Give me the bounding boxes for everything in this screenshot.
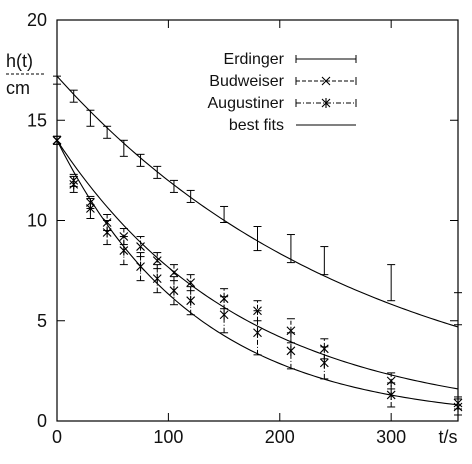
x-tick-label: 200 xyxy=(265,427,295,447)
augustiner-marker xyxy=(169,285,179,296)
augustiner-marker xyxy=(119,245,129,256)
y-axis-label-numerator: h(t) xyxy=(6,51,33,71)
augustiner-marker xyxy=(286,345,296,356)
augustiner-marker xyxy=(186,295,196,306)
fit-curve-0 xyxy=(56,75,459,328)
budweiser-marker xyxy=(169,268,179,278)
y-axis-label-denominator: cm xyxy=(6,78,30,98)
augustiner-marker xyxy=(136,261,145,272)
augustiner-marker xyxy=(102,227,112,238)
budweiser-marker xyxy=(386,376,396,386)
y-tick-label: 0 xyxy=(37,411,47,431)
augustiner-marker xyxy=(386,389,396,400)
budweiser-marker xyxy=(152,256,162,265)
x-tick-label: 300 xyxy=(376,427,406,447)
budweiser-marker xyxy=(186,278,196,288)
legend-label-budweiser: Budweiser xyxy=(209,73,284,90)
x-axis-label: t/s xyxy=(438,427,457,447)
x-tick-label: 0 xyxy=(52,427,62,447)
y-tick-label: 20 xyxy=(27,10,47,30)
legend-marker-budweiser xyxy=(321,76,331,86)
augustiner-marker xyxy=(453,401,463,412)
augustiner-marker xyxy=(319,357,329,368)
augustiner-marker xyxy=(69,179,79,190)
legend-label-best-fits: best fits xyxy=(229,117,284,134)
augustiner-marker xyxy=(152,273,162,284)
augustiner-marker xyxy=(219,309,229,320)
budweiser-marker xyxy=(286,326,296,336)
augustiner-marker xyxy=(52,135,62,146)
legend-marker-augustiner xyxy=(321,98,331,108)
augustiner-marker xyxy=(253,327,262,338)
y-tick-label: 10 xyxy=(27,211,47,231)
y-tick-label: 15 xyxy=(27,110,47,130)
x-tick-label: 100 xyxy=(153,427,183,447)
y-tick-label: 5 xyxy=(37,311,47,331)
augustiner-marker xyxy=(86,203,95,214)
budweiser-marker xyxy=(136,242,145,251)
legend-label-erdinger: Erdinger xyxy=(224,51,285,68)
legend-label-augustiner: Augustiner xyxy=(208,95,285,112)
fit-curve-2 xyxy=(56,140,459,406)
